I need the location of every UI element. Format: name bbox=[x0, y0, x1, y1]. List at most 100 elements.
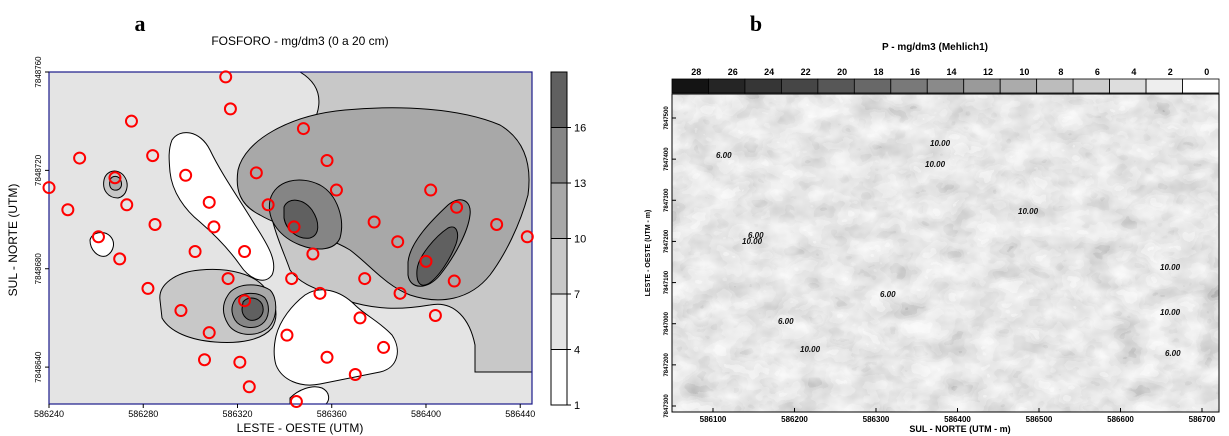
panel-b-y-axis-label: LESTE - OESTE (UTM - m) bbox=[645, 210, 652, 297]
x-tick-label: 586200 bbox=[781, 415, 808, 424]
legend-swatch bbox=[890, 78, 928, 94]
legend-tick-label: 26 bbox=[728, 67, 738, 77]
contour-texture bbox=[672, 94, 1219, 412]
sample-point bbox=[367, 215, 381, 229]
sample-point bbox=[198, 353, 212, 367]
contour-fill-16-plus bbox=[241, 297, 264, 321]
legend-swatch bbox=[817, 78, 855, 94]
legend-tick-label: 4 bbox=[1131, 67, 1136, 77]
sample-point bbox=[221, 272, 235, 286]
sample-point bbox=[188, 245, 202, 259]
colorbar-tick-label: 13 bbox=[574, 178, 586, 190]
sample-point bbox=[391, 235, 405, 249]
legend-swatch bbox=[708, 78, 746, 94]
sample-point bbox=[219, 70, 233, 84]
y-tick-label: 7847400 bbox=[664, 147, 670, 171]
colorbar-swatch bbox=[550, 349, 568, 406]
sample-point bbox=[393, 286, 407, 300]
panel-b-title: P - mg/dm3 (Mehlich1) bbox=[882, 42, 988, 53]
y-tick-label: 7848720 bbox=[34, 154, 43, 186]
sample-point bbox=[289, 395, 303, 409]
y-tick-label: 7847000 bbox=[664, 311, 670, 335]
sample-point bbox=[313, 286, 327, 300]
x-tick-label: 586100 bbox=[700, 415, 727, 424]
legend-tick-label: 0 bbox=[1204, 67, 1209, 77]
sample-point bbox=[238, 294, 252, 308]
contour-fill-1-4 bbox=[289, 386, 330, 404]
legend-swatch bbox=[926, 78, 965, 94]
sample-point bbox=[306, 247, 320, 261]
colorbar-tick-label: 16 bbox=[574, 123, 586, 135]
sample-point bbox=[91, 230, 105, 244]
legend-tick-label: 2 bbox=[1168, 67, 1173, 77]
contour-label: 6.00 bbox=[748, 231, 764, 240]
sample-point bbox=[61, 203, 75, 217]
colorbar-swatch bbox=[550, 182, 568, 239]
x-tick-label: 586440 bbox=[505, 409, 535, 419]
sample-point bbox=[233, 355, 247, 369]
panel-a-colorbar: 1 4 7 10 13 16 bbox=[550, 71, 586, 412]
sample-point bbox=[73, 151, 87, 165]
colorbar-swatch bbox=[550, 127, 568, 184]
legend-swatch bbox=[1182, 78, 1220, 94]
contour-label: 6.00 bbox=[778, 317, 794, 326]
panel-b: b P - mg/dm3 (Mehlich1) 28 26 24 22 20 18 16 14… bbox=[645, 11, 1220, 434]
sample-point bbox=[287, 220, 301, 234]
sample-point bbox=[242, 380, 256, 394]
sample-point bbox=[146, 149, 160, 163]
sample-point bbox=[261, 198, 275, 212]
legend-tick-label: 6 bbox=[1095, 67, 1100, 77]
sample-point bbox=[108, 171, 122, 185]
contour-label: 10.00 bbox=[800, 345, 821, 354]
sample-point bbox=[42, 181, 56, 195]
colorbar-tick-label: 4 bbox=[574, 345, 580, 357]
panel-b-legend-scale: 28 26 24 22 20 18 16 14 12 10 8 6 4 2 0 bbox=[671, 67, 1220, 94]
contour-label: 6.00 bbox=[1165, 349, 1181, 358]
legend-tick-label: 10 bbox=[1019, 67, 1029, 77]
sample-point bbox=[329, 183, 343, 197]
x-tick-label: 586700 bbox=[1189, 415, 1216, 424]
panel-a-contour-map bbox=[49, 72, 532, 404]
colorbar-swatch bbox=[550, 71, 568, 128]
sample-point bbox=[280, 328, 294, 342]
legend-tick-label: 24 bbox=[764, 67, 774, 77]
legend-tick-label: 16 bbox=[910, 67, 920, 77]
y-tick-label: 7847100 bbox=[664, 270, 670, 294]
contour-label: 6.00 bbox=[880, 290, 896, 299]
sample-point bbox=[179, 168, 193, 182]
panel-a-sample-points bbox=[42, 70, 534, 409]
y-tick-label: 7848680 bbox=[34, 253, 43, 285]
legend-tick-label: 20 bbox=[837, 67, 847, 77]
legend-swatch bbox=[744, 78, 782, 94]
sample-point bbox=[320, 154, 334, 168]
y-tick-label: 7847500 bbox=[664, 106, 670, 130]
x-tick-label: 586320 bbox=[222, 409, 252, 419]
sample-point bbox=[428, 308, 442, 322]
sample-point bbox=[124, 114, 138, 128]
contour-label: 10.00 bbox=[925, 160, 946, 169]
sample-point bbox=[348, 367, 362, 381]
legend-swatch bbox=[1072, 78, 1110, 94]
sample-point bbox=[490, 217, 504, 231]
panel-b-axes: 586100 586200 586300 586400 586500 586600 5867… bbox=[664, 106, 1216, 424]
legend-swatch bbox=[1109, 78, 1147, 94]
legend-tick-label: 8 bbox=[1058, 67, 1063, 77]
colorbar-swatch bbox=[550, 293, 568, 350]
panel-b-x-axis-label: SUL - NORTE (UTM - m) bbox=[909, 424, 1010, 434]
contour-fill-16-plus bbox=[416, 226, 459, 286]
contour-fill-1-4 bbox=[273, 289, 398, 386]
y-tick-label: 7847200 bbox=[664, 353, 670, 377]
legend-tick-label: 18 bbox=[874, 67, 884, 77]
legend-tick-label: 28 bbox=[691, 67, 701, 77]
sample-point bbox=[447, 274, 461, 288]
sample-point bbox=[202, 326, 216, 340]
sample-point bbox=[424, 183, 438, 197]
x-tick-label: 586600 bbox=[1107, 415, 1134, 424]
sample-point bbox=[148, 217, 162, 231]
legend-swatch bbox=[671, 78, 709, 94]
panel-a-letter: a bbox=[135, 11, 146, 36]
legend-swatch bbox=[853, 78, 892, 94]
x-tick-label: 586300 bbox=[863, 415, 890, 424]
sample-point bbox=[377, 340, 391, 354]
